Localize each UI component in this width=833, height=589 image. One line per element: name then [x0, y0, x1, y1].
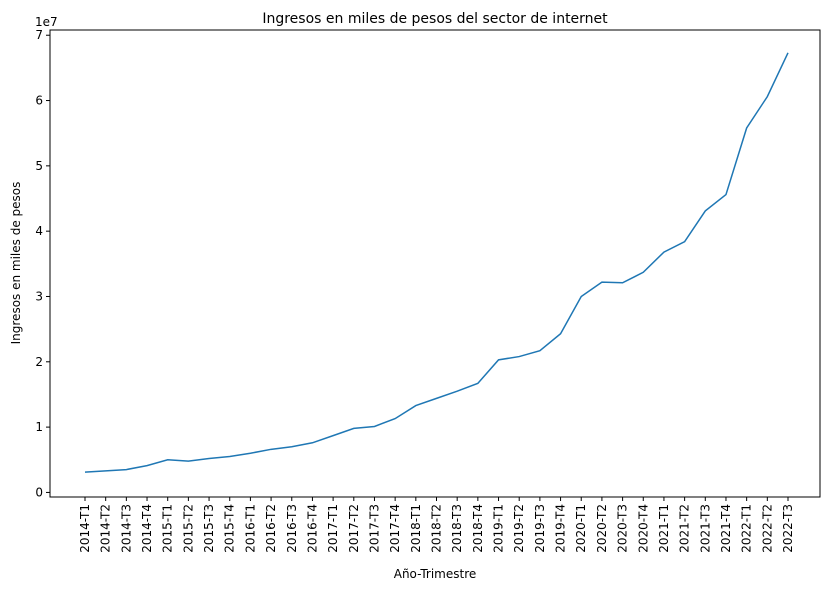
- x-tick-label: 2022-T3: [781, 504, 795, 553]
- x-tick-label: 2018-T2: [430, 504, 444, 553]
- x-tick-label: 2019-T4: [554, 504, 568, 553]
- x-tick-label: 2016-T4: [305, 504, 319, 553]
- x-tick-label: 2015-T1: [161, 504, 175, 553]
- y-tick-label: 5: [35, 159, 43, 173]
- x-tick-label: 2017-T1: [326, 504, 340, 553]
- x-tick-label: 2020-T1: [574, 504, 588, 553]
- line: [84, 52, 789, 473]
- x-tick-label: 2017-T2: [347, 504, 361, 553]
- x-tick-label: 2021-T4: [719, 504, 733, 553]
- y-tick-label: 7: [35, 28, 43, 42]
- y-tick-label: 6: [35, 94, 43, 108]
- x-tick-label: 2014-T4: [140, 504, 154, 553]
- x-tick-label: 2017-T3: [367, 504, 381, 553]
- x-tick-label: 2016-T2: [264, 504, 278, 553]
- x-tick-label: 2015-T2: [181, 504, 195, 553]
- x-tick-label: 2018-T3: [450, 504, 464, 553]
- x-tick-label: 2015-T3: [202, 504, 216, 553]
- x-tick-label: 2021-T3: [698, 504, 712, 553]
- plot-area: [49, 29, 821, 498]
- y-tick-label: 4: [35, 224, 43, 238]
- x-tick-label: 2019-T1: [492, 504, 506, 553]
- y-axis-label: Ingresos en miles de pesos: [9, 182, 23, 345]
- x-tick-label: 2019-T3: [533, 504, 547, 553]
- chart-title: Ingresos en miles de pesos del sector de…: [262, 11, 608, 27]
- y-tick-label: 0: [35, 485, 43, 499]
- x-tick-label: 2020-T2: [595, 504, 609, 553]
- x-tick-label: 2020-T3: [616, 504, 630, 553]
- x-axis-label: Año-Trimestre: [394, 567, 477, 581]
- x-tick-label: 2017-T4: [388, 504, 402, 553]
- x-tick-label: 2018-T1: [409, 504, 423, 553]
- x-tick-label: 2014-T2: [99, 504, 113, 553]
- x-tick-label: 2020-T4: [636, 504, 650, 553]
- x-tick-label: 2016-T3: [285, 504, 299, 553]
- x-tick-label: 2022-T1: [740, 504, 754, 553]
- x-tick-label: 2019-T2: [512, 504, 526, 553]
- x-tick-label: 2021-T1: [657, 504, 671, 553]
- x-tick-label: 2014-T3: [119, 504, 133, 553]
- y-tick-label: 3: [35, 289, 43, 303]
- x-tick-label: 2016-T1: [243, 504, 257, 553]
- y-offset-label: 1e7: [35, 15, 58, 29]
- y-tick-label: 1: [35, 420, 43, 434]
- x-tick-label: 2018-T4: [471, 504, 485, 553]
- x-tick-label: 2021-T2: [678, 504, 692, 553]
- y-tick-label: 2: [35, 355, 43, 369]
- x-tick-label: 2022-T2: [760, 504, 774, 553]
- x-tick-label: 2015-T4: [223, 504, 237, 553]
- x-tick-label: 2014-T1: [78, 504, 92, 553]
